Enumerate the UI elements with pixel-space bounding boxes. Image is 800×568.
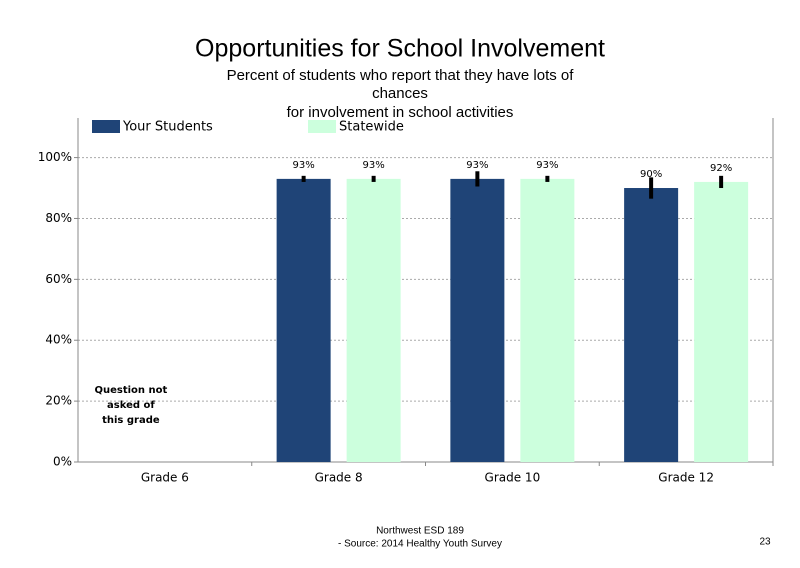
bar bbox=[450, 178, 505, 462]
page-number: 23 bbox=[759, 537, 771, 548]
bar bbox=[520, 178, 575, 462]
value-label: 93% bbox=[293, 160, 315, 171]
footer: - Source: 2014 Healthy Youth Survey bbox=[338, 539, 502, 550]
value-label: 93% bbox=[466, 160, 488, 171]
bar bbox=[624, 188, 679, 462]
subtitle: Percent of students who report that they… bbox=[227, 67, 575, 84]
annotation: asked of bbox=[107, 400, 155, 411]
y-tick-label: 60% bbox=[45, 272, 72, 286]
value-label: 92% bbox=[710, 163, 732, 174]
bar bbox=[276, 178, 331, 462]
value-label: 93% bbox=[363, 160, 385, 171]
subtitle: chances bbox=[372, 85, 428, 102]
annotation: Question not bbox=[94, 385, 167, 396]
subtitle-clip bbox=[0, 118, 800, 130]
value-label: 90% bbox=[640, 169, 662, 180]
y-tick-label: 0% bbox=[53, 455, 72, 469]
footer: Northwest ESD 189 bbox=[376, 526, 464, 537]
annotation: this grade bbox=[102, 415, 160, 426]
x-tick-label: Grade 6 bbox=[141, 471, 189, 485]
legend-swatch bbox=[308, 120, 336, 133]
y-tick-label: 100% bbox=[38, 150, 72, 164]
legend-label: Your Students bbox=[122, 120, 213, 135]
legend-swatch bbox=[92, 120, 120, 133]
y-tick-label: 20% bbox=[45, 394, 72, 408]
chart-title: Opportunities for School Involvement bbox=[195, 35, 605, 63]
bar bbox=[346, 178, 401, 462]
x-tick-label: Grade 10 bbox=[485, 471, 541, 485]
y-tick-label: 80% bbox=[45, 211, 72, 225]
legend-label: Statewide bbox=[339, 120, 404, 135]
subtitle: for involvement in school activities bbox=[287, 104, 514, 121]
value-label: 93% bbox=[536, 160, 558, 171]
y-tick-label: 40% bbox=[45, 333, 72, 347]
x-tick-label: Grade 12 bbox=[658, 471, 714, 485]
bar bbox=[694, 181, 749, 462]
x-tick-label: Grade 8 bbox=[315, 471, 363, 485]
